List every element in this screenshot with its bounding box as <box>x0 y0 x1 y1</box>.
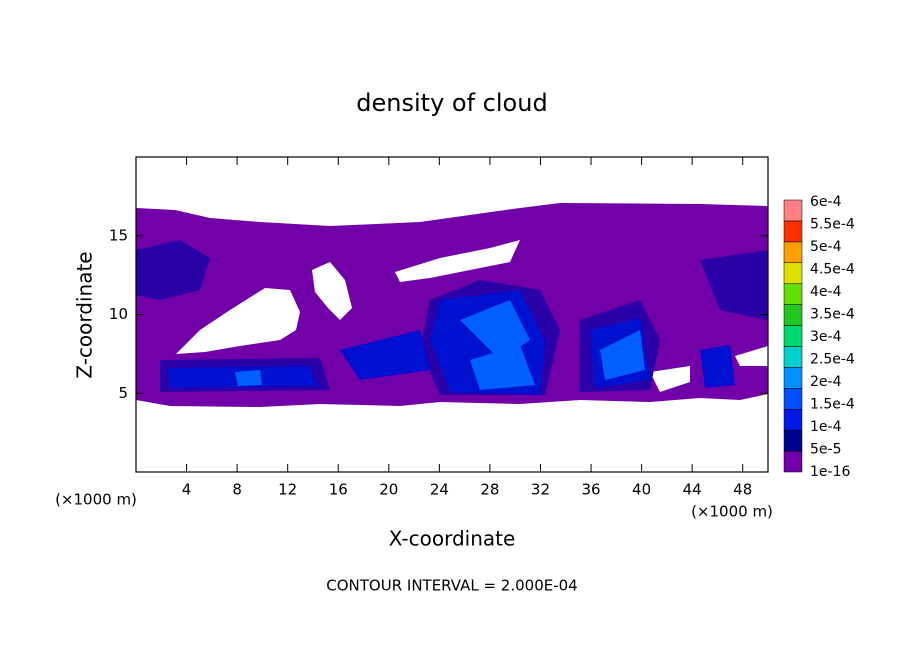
chart-title: density of cloud <box>356 89 547 117</box>
colorbar-label: 6e-4 <box>810 194 842 210</box>
y-tick-label: 5 <box>118 384 128 402</box>
colorbar-label: 1.5e-4 <box>810 397 855 413</box>
colorbar-label: 4e-4 <box>810 284 842 300</box>
colorbar-swatch <box>783 325 803 347</box>
x-axis-label: X-coordinate <box>389 527 516 551</box>
x-tick-label: 20 <box>379 481 398 499</box>
x-tick-label: 12 <box>278 481 297 499</box>
x-unit-label: (×1000 m) <box>691 503 773 521</box>
x-tick-label: 8 <box>232 481 242 499</box>
colorbar-label: 1e-4 <box>810 419 842 435</box>
x-tick-label: 32 <box>531 481 550 499</box>
x-tick-label: 40 <box>632 481 651 499</box>
x-tick-label: 4 <box>182 481 192 499</box>
contour-hole <box>395 240 520 282</box>
contour-hole <box>650 366 690 392</box>
colorbar-swatch <box>783 429 803 452</box>
colorbar-swatch <box>783 283 803 305</box>
colorbar-swatch <box>783 388 803 410</box>
x-tick-label: 44 <box>683 481 702 499</box>
colorbar-swatch <box>783 262 803 284</box>
contour-blob <box>168 290 735 395</box>
annotation: CONTOUR INTERVAL = 2.000E-04 <box>326 577 577 595</box>
colorbar-label: 5.5e-4 <box>810 217 855 233</box>
colorbar-label: 2e-4 <box>810 374 842 390</box>
y-tick-label: 15 <box>109 226 128 244</box>
x-tick-label: 36 <box>581 481 600 499</box>
x-tick-label: 48 <box>733 481 752 499</box>
colorbar-swatch <box>783 220 803 243</box>
y-axis-label: Z-coordinate <box>73 251 97 378</box>
colorbar-swatch <box>783 450 803 473</box>
x-unit-label: (×1000 m) <box>55 491 137 509</box>
contour-field <box>136 203 768 407</box>
colorbar-label: 3e-4 <box>810 329 842 345</box>
contour-hole <box>176 288 300 354</box>
x-tick-label: 28 <box>480 481 499 499</box>
colorbar-label: 4.5e-4 <box>810 262 855 278</box>
contour-hole <box>312 262 352 320</box>
colorbar-label: 2.5e-4 <box>810 352 855 368</box>
y-tick-label: 10 <box>109 305 128 323</box>
colorbar-swatch <box>783 199 803 222</box>
colorbar-swatch <box>783 367 803 389</box>
colorbar-label: 3.5e-4 <box>810 307 855 323</box>
colorbar-swatch <box>783 408 803 431</box>
colorbar-swatch <box>783 241 803 264</box>
colorbar-swatch <box>783 346 803 368</box>
colorbar-label: 5e-4 <box>810 239 842 255</box>
colorbar-label: 5e-5 <box>810 442 841 458</box>
x-tick-label: 16 <box>329 481 348 499</box>
colorbar-label: 1e-16 <box>810 464 850 480</box>
colorbar-swatch <box>783 304 803 326</box>
x-tick-label: 24 <box>430 481 449 499</box>
contour-hole <box>735 346 768 366</box>
